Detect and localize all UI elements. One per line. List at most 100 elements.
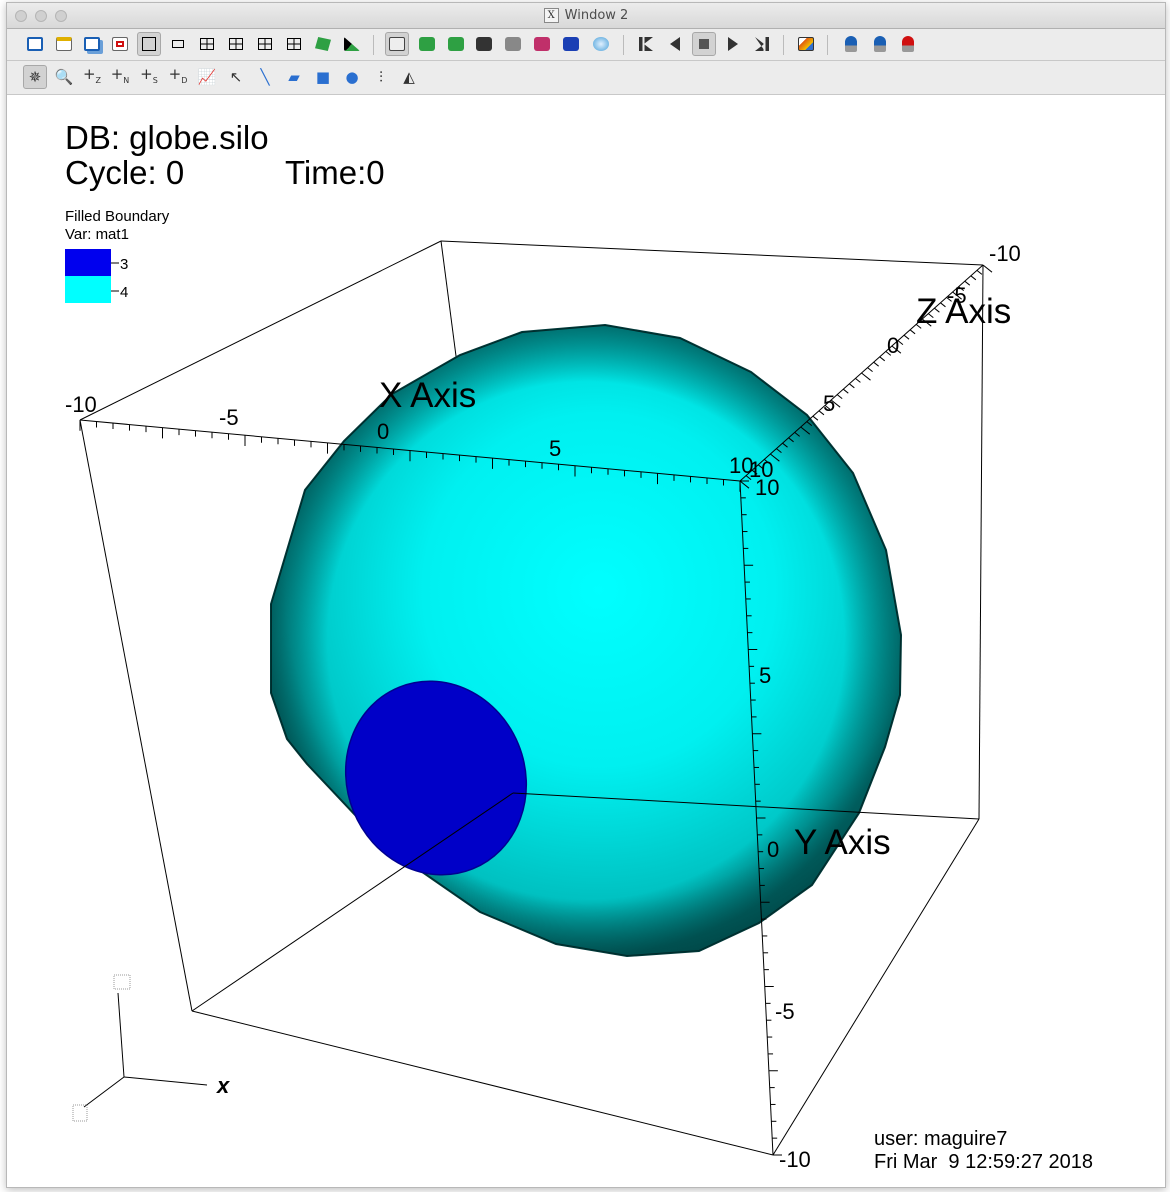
layout-2x2-button[interactable] [195, 32, 219, 56]
plane-tool-button[interactable]: ▰ [282, 65, 306, 89]
tick-mark [970, 275, 977, 281]
globe-sphere [270, 323, 903, 958]
zone-pick-icon: +Z [83, 65, 101, 90]
camera-hide-icon [448, 37, 464, 51]
tick-mark [861, 372, 871, 381]
sphere-tool-button[interactable]: ● [340, 65, 364, 89]
clone-window-button[interactable] [80, 32, 104, 56]
render-canvas[interactable]: X Axis Y Axis Z Axis -10 -5 0 5 10 10 5 … [7, 95, 1165, 1187]
domain-pick-button[interactable]: +D [166, 65, 190, 89]
z-tick-label: 0 [887, 333, 899, 358]
tick-mark [739, 480, 750, 489]
glyph: 📈 [197, 68, 217, 86]
tick-mark [952, 291, 962, 300]
zone-pick-button[interactable]: +Z [80, 65, 104, 89]
camera-blue-button[interactable] [559, 32, 583, 56]
camera-gray-icon [505, 37, 521, 51]
line-tool-button[interactable]: ╲ [253, 65, 277, 89]
z-axis-title: Z Axis [916, 292, 1011, 331]
camera-hide-button[interactable] [444, 32, 468, 56]
glyph: ■ [315, 68, 331, 86]
camera-red-button[interactable] [530, 32, 554, 56]
zoom-window-icon[interactable] [55, 10, 67, 22]
camera-green-button[interactable] [415, 32, 439, 56]
view-3d-button[interactable] [385, 32, 409, 56]
layout-2x3-button[interactable] [224, 32, 248, 56]
curve-pick-button[interactable]: 📈 [195, 65, 219, 89]
zoom-mode-button[interactable]: 🔍 [52, 65, 76, 89]
glyph-subscript: Z [95, 75, 102, 85]
node-pick-button[interactable]: +N [108, 65, 132, 89]
line-tool-icon: ╲ [260, 68, 269, 86]
camera-gray-button[interactable] [501, 32, 525, 56]
stop-icon [699, 39, 709, 49]
extents-tool-button[interactable]: ◭ [397, 65, 421, 89]
tick-mark [903, 334, 910, 340]
stop-button[interactable] [692, 32, 716, 56]
play-icon [728, 37, 738, 51]
navigate-mode-button[interactable]: ✵ [23, 65, 47, 89]
x-tick-label: -5 [219, 405, 239, 430]
tick-mark [976, 270, 983, 275]
curve-pick-icon: 📈 [198, 68, 217, 86]
x-tick-label: -10 [65, 392, 97, 417]
glyph-subscript: D [181, 75, 188, 85]
step-back-button[interactable] [663, 32, 687, 56]
camera-plot-button[interactable] [472, 32, 496, 56]
toolbar-separator [373, 35, 374, 55]
pick-button[interactable] [839, 32, 863, 56]
spreadsheet-button[interactable] [794, 32, 818, 56]
legend-label: 3 [120, 256, 128, 273]
y-tick-label: -10 [779, 1147, 811, 1172]
point-tool-button[interactable]: ⫶ [369, 65, 393, 89]
box-tool-button[interactable]: ■ [311, 65, 335, 89]
rewind-button[interactable] [634, 32, 658, 56]
glyph: + [140, 64, 153, 83]
user-label: user: maguire7 [874, 1128, 1007, 1150]
lock-tools-button[interactable] [340, 32, 364, 56]
material-3-patch [344, 680, 528, 876]
step-forward-button[interactable] [750, 32, 774, 56]
toolbar-separator [783, 35, 784, 55]
zoom-mode-icon: 🔍 [55, 68, 74, 86]
tick-mark [921, 318, 932, 327]
spreadsheet-pick-icon: +S [140, 65, 158, 90]
active-window-button[interactable] [23, 32, 47, 56]
new-window-button[interactable] [52, 32, 76, 56]
pick-add-button[interactable] [868, 32, 892, 56]
minimize-window-icon[interactable] [35, 10, 47, 22]
tick-mark [751, 469, 758, 475]
lock-view-button[interactable] [311, 32, 335, 56]
legend-var: Var: mat1 [65, 226, 129, 243]
clone-window-icon [84, 37, 100, 51]
database-label: DB: globe.silo [65, 119, 269, 156]
title-bar[interactable]: X Window 2 [7, 3, 1165, 29]
tick-mark [842, 388, 849, 394]
lineout-button[interactable]: ↖ [224, 65, 248, 89]
x11-logo-icon: X [543, 8, 559, 23]
layout-1x1-button[interactable] [137, 32, 161, 56]
layout-2x4-button[interactable] [253, 32, 277, 56]
layout-3x3-button[interactable] [282, 32, 306, 56]
delete-window-button[interactable] [108, 32, 132, 56]
rewind-icon [639, 37, 653, 51]
tick-mark [745, 475, 752, 480]
spreadsheet-icon [798, 37, 814, 51]
tick-mark [885, 351, 892, 356]
glyph: ⫶ [379, 68, 383, 86]
y-tick-label: 10 [755, 475, 779, 500]
play-button[interactable] [721, 32, 745, 56]
spreadsheet-pick-button[interactable]: +S [137, 65, 161, 89]
cycle-label: Cycle: 0 [65, 154, 184, 191]
close-window-icon[interactable] [15, 10, 27, 22]
pick-clear-button[interactable] [896, 32, 920, 56]
layout-1x2-button[interactable] [166, 32, 190, 56]
lock-tools-icon [344, 37, 360, 51]
glyph: + [110, 64, 124, 83]
tick-mark [830, 399, 841, 408]
reset-view-button[interactable] [589, 32, 613, 56]
toolbar-separator [623, 35, 624, 55]
axis-triad [72, 974, 208, 1122]
vis-window[interactable]: X Axis Y Axis Z Axis -10 -5 0 5 10 10 5 … [7, 95, 1165, 1187]
lock-view-icon [315, 37, 331, 51]
